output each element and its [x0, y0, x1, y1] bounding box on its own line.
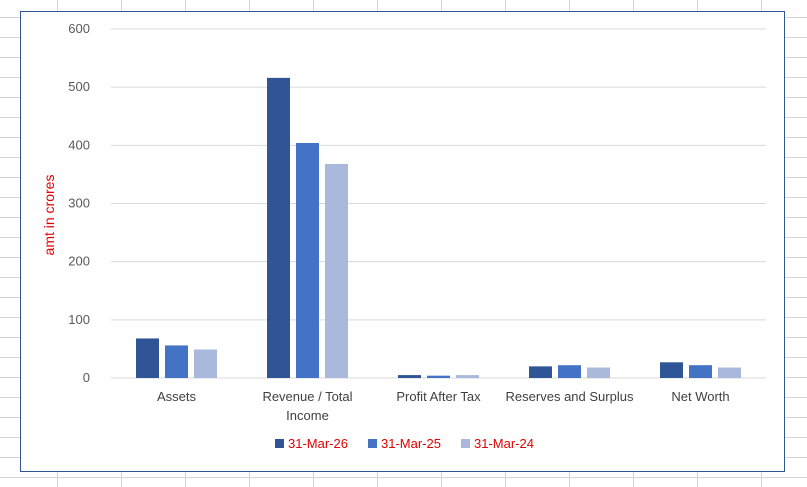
legend-swatch — [275, 439, 284, 448]
legend: 31-Mar-26 31-Mar-25 31-Mar-24 — [275, 436, 534, 451]
x-category-label: Income — [286, 408, 329, 423]
y-tick-label: 100 — [68, 312, 90, 327]
chart-frame: 0 100 200 300 400 500 600 Assets Revenue / Tota… — [20, 11, 785, 472]
legend-item: 31-Mar-25 — [368, 436, 441, 451]
x-axis-categories: Assets Revenue / Total Income Profit After … — [157, 389, 730, 423]
y-tick-label: 300 — [68, 196, 90, 211]
y-tick-label: 500 — [68, 79, 90, 94]
legend-label: 31-Mar-24 — [474, 436, 534, 451]
y-tick-label: 0 — [83, 370, 90, 385]
bar — [296, 143, 319, 378]
bar — [718, 367, 741, 378]
bar — [689, 365, 712, 378]
bar — [136, 338, 159, 378]
y-axis-ticks: 0 100 200 300 400 500 600 — [68, 21, 90, 385]
legend-swatch — [461, 439, 470, 448]
y-tick-label: 400 — [68, 137, 90, 152]
gridlines — [111, 28, 766, 379]
y-axis-label: amt in crores — [41, 175, 57, 256]
bar — [660, 362, 683, 378]
x-category-label: Net Worth — [671, 389, 729, 404]
bar — [427, 375, 450, 378]
bar-chart: 0 100 200 300 400 500 600 Assets Revenue / Tota… — [41, 21, 766, 451]
bar — [558, 365, 581, 378]
bar — [398, 375, 421, 378]
y-tick-label: 600 — [68, 21, 90, 36]
bar — [194, 349, 217, 378]
bars — [136, 77, 741, 379]
y-tick-label: 200 — [68, 254, 90, 269]
x-category-label: Assets — [157, 389, 197, 404]
bar — [456, 375, 479, 378]
legend-item: 31-Mar-26 — [275, 436, 348, 451]
bar — [587, 367, 610, 378]
x-category-label: Reserves and Surplus — [506, 389, 634, 404]
bar — [267, 77, 290, 379]
x-category-label: Profit After Tax — [396, 389, 481, 404]
x-category-label: Revenue / Total — [262, 389, 352, 404]
bar — [529, 366, 552, 378]
legend-label: 31-Mar-25 — [381, 436, 441, 451]
legend-item: 31-Mar-24 — [461, 436, 534, 451]
bar — [165, 345, 188, 378]
bar — [325, 163, 348, 378]
legend-swatch — [368, 439, 377, 448]
legend-label: 31-Mar-26 — [288, 436, 348, 451]
